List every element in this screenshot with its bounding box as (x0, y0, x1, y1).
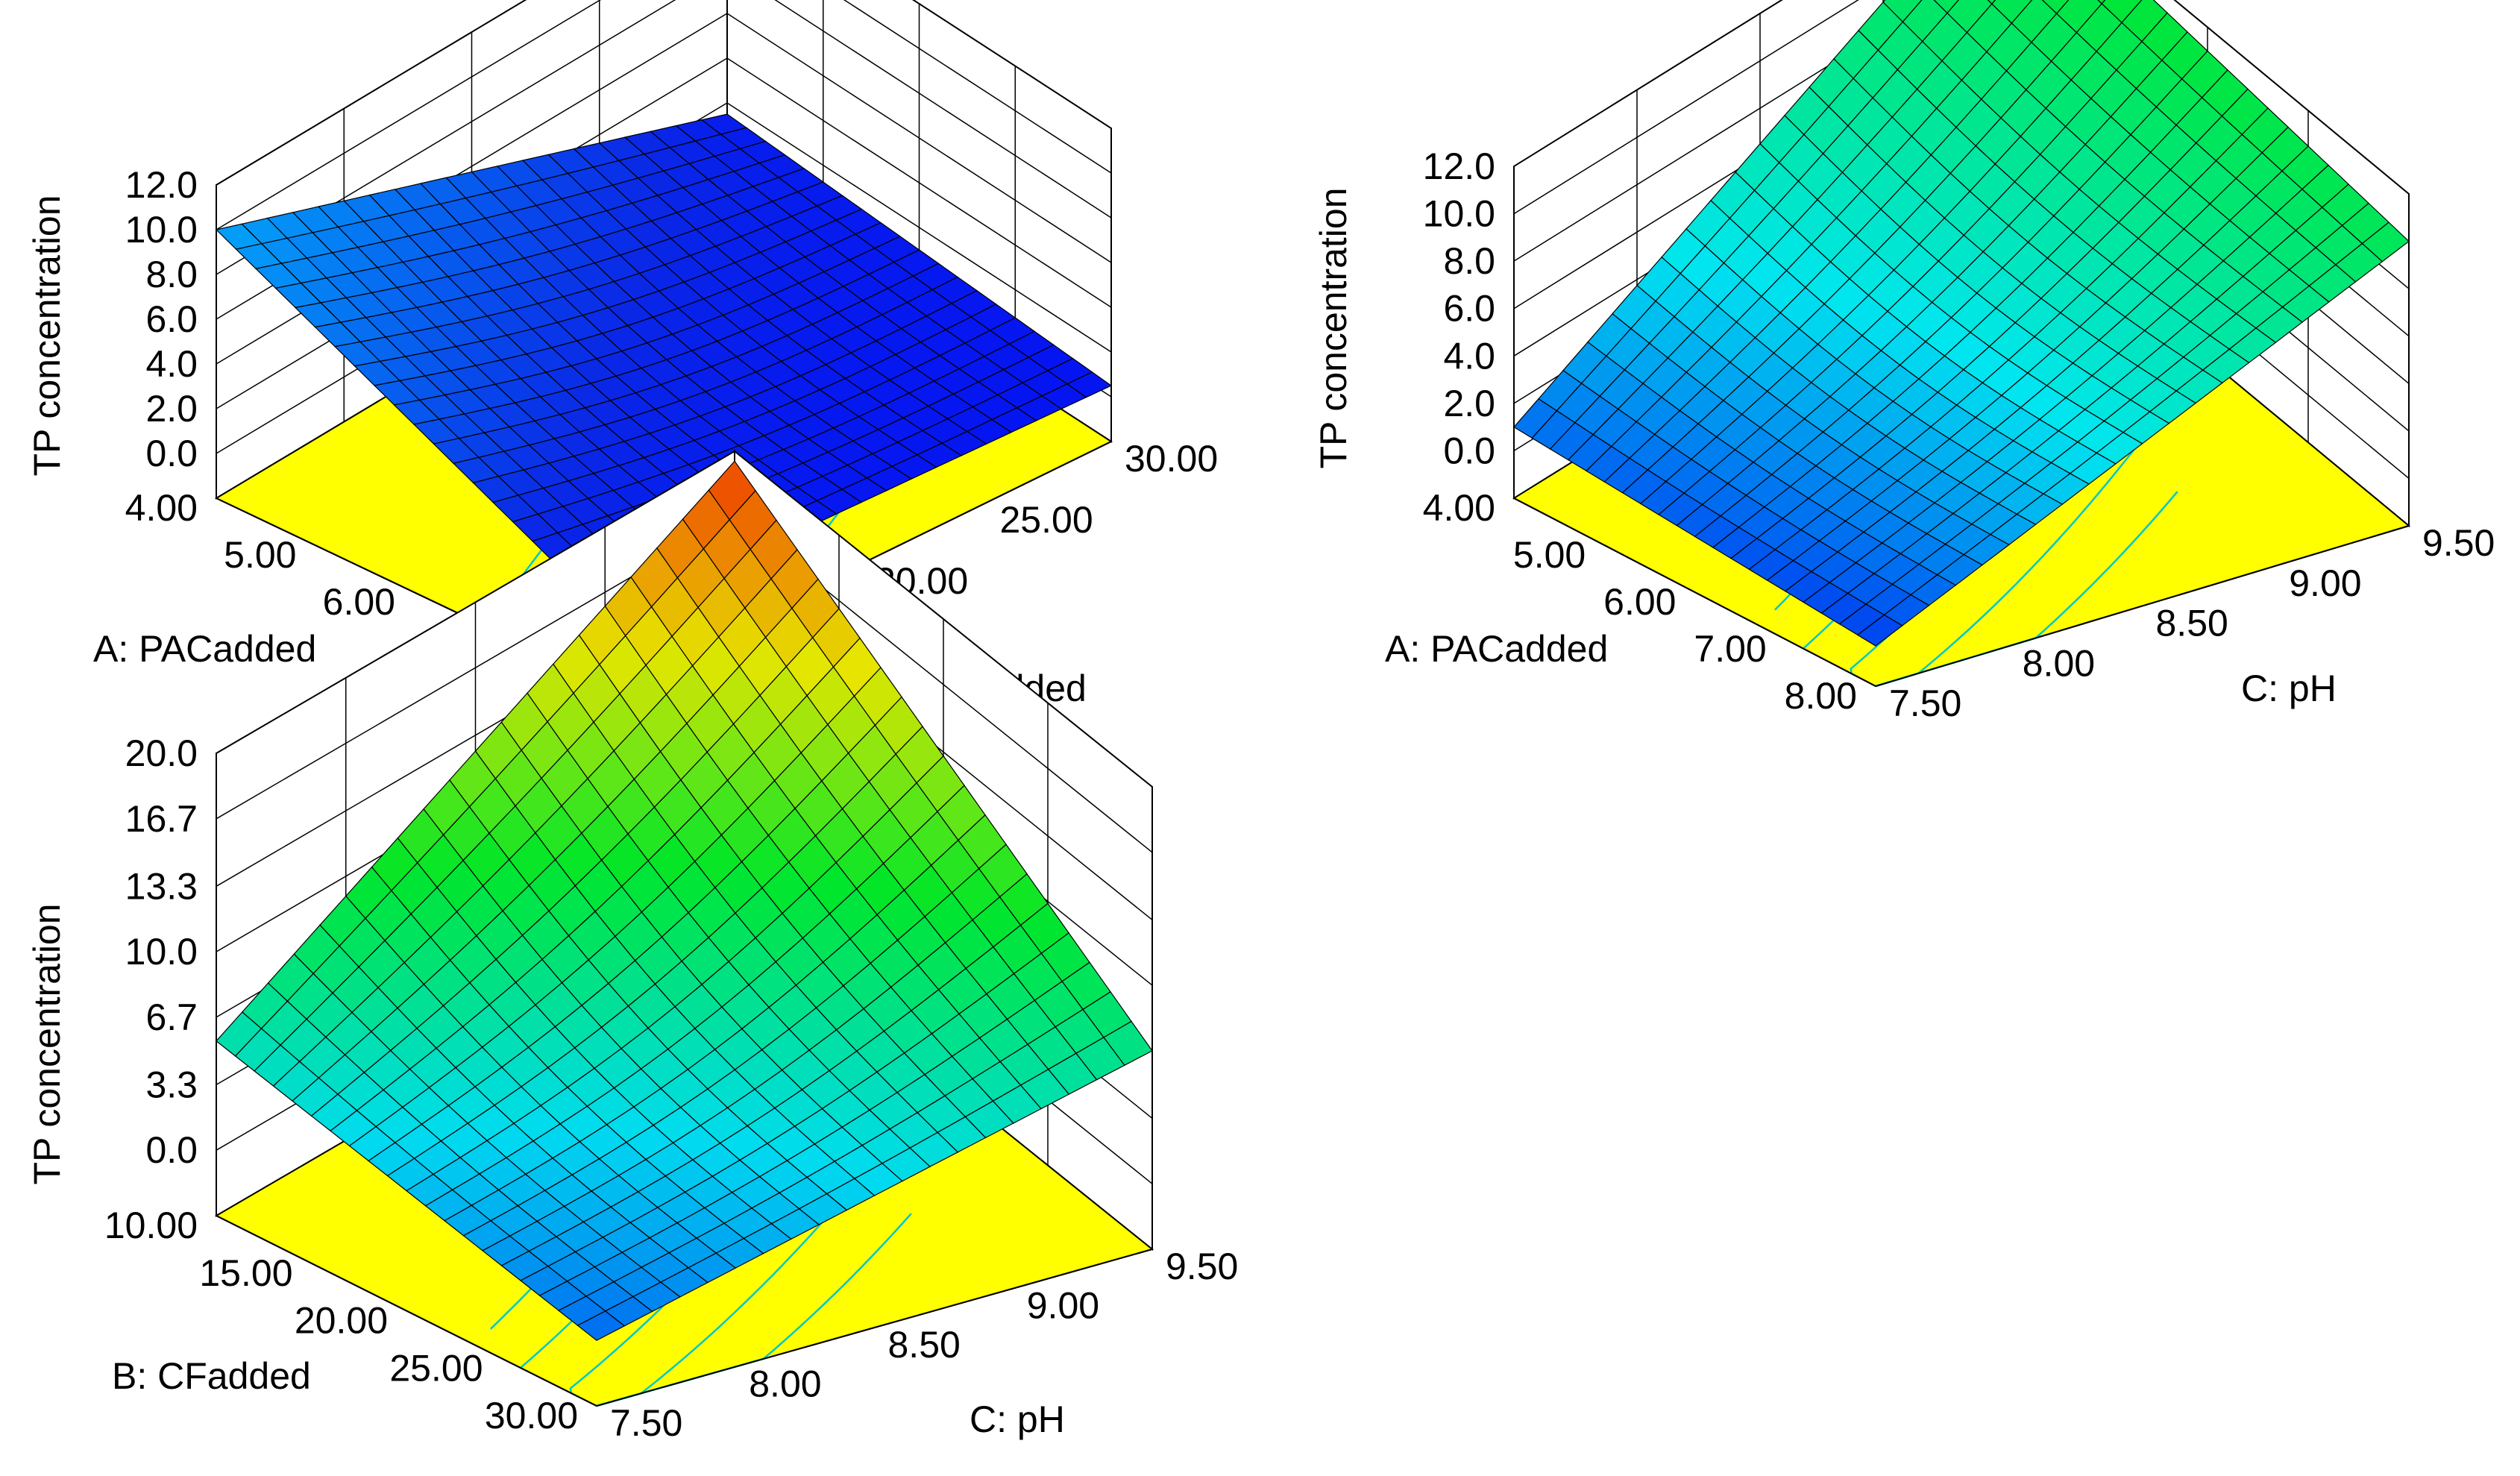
y-tick-label: 8.00 (749, 1363, 821, 1405)
z-tick-label: 13.3 (125, 865, 198, 907)
z-tick-label: 2.0 (145, 388, 198, 430)
z-tick-label: 6.0 (1443, 288, 1495, 330)
z-tick-label: 10.0 (1423, 193, 1495, 235)
surface-plot-pac-vs-ph: 4.00 5.00 6.00 7.00 8.00 7.50 8.00 8.50 9.00 9.50… (1313, 0, 2495, 724)
y-tick-label: 9.50 (1166, 1246, 1238, 1287)
z-tick-label: 6.7 (145, 996, 198, 1038)
surface-cell (215, 223, 263, 250)
x-tick-label: 10.00 (104, 1205, 198, 1246)
response-surface-mesh (1513, 0, 2410, 647)
x-axis-label: A: PACadded (93, 628, 316, 670)
z-tick-label: 4.0 (145, 343, 198, 385)
x-tick-label: 20.00 (295, 1300, 388, 1342)
y-tick-label: 7.50 (1889, 682, 1961, 724)
x-tick-label: 6.00 (1603, 581, 1676, 623)
y-tick-label: 7.50 (610, 1402, 682, 1444)
surface-cell (1513, 398, 1558, 439)
x-tick-label: 4.00 (1423, 487, 1495, 529)
z-tick-label: 8.0 (1443, 240, 1495, 282)
y-tick-label: 9.00 (1027, 1285, 1099, 1327)
x-tick-label: 5.00 (1513, 534, 1586, 576)
frame-edge (216, 1215, 597, 1407)
x-tick-label: 7.00 (1694, 628, 1766, 670)
z-tick-label: 10.0 (125, 209, 198, 251)
x-tick-label: 4.00 (125, 487, 198, 529)
z-tick-label: 20.0 (125, 732, 198, 774)
z-tick-label: 2.0 (1443, 383, 1495, 424)
x-tick-label: 15.00 (199, 1252, 292, 1294)
z-axis-label: TP concentration (26, 195, 68, 476)
axis-box-frame (216, 753, 1153, 1407)
wall-gridline (216, 450, 1153, 788)
z-tick-label: 8.0 (145, 254, 198, 295)
z-tick-label: 0.0 (145, 433, 198, 474)
surface-cell (1987, 0, 1996, 5)
x-tick-label: 30.00 (485, 1395, 578, 1436)
z-axis-label: TP concentration (26, 903, 68, 1184)
axis-box-frame (1513, 166, 2410, 687)
z-tick-label: 0.0 (1443, 430, 1495, 471)
z-tick-label: 0.0 (145, 1129, 198, 1171)
z-tick-label: 4.0 (1443, 335, 1495, 377)
y-tick-label: 8.00 (2023, 642, 2095, 684)
response-surface-mesh (216, 460, 1153, 1341)
floor-contour-line (1875, 436, 2146, 688)
frame-edge (1875, 525, 2410, 687)
x-tick-label: 6.00 (323, 581, 395, 623)
y-tick-label: 30.00 (1125, 438, 1218, 480)
axis-ticks: 4.00 5.00 6.00 7.00 8.00 7.50 8.00 8.50 9.00 9.50… (1423, 145, 2495, 724)
wall-gridline (216, 0, 1112, 275)
z-tick-label: 10.0 (125, 931, 198, 973)
frame-edge (596, 1249, 1153, 1407)
wall-gridline (216, 0, 1112, 186)
z-axis-label: TP concentration (1313, 187, 1354, 468)
z-tick-label: 12.0 (1423, 145, 1495, 187)
z-tick-label: 16.7 (125, 798, 198, 840)
y-tick-label: 9.00 (2289, 562, 2361, 604)
y-axis-label: C: pH (2241, 668, 2337, 709)
y-tick-label: 9.50 (2422, 522, 2495, 564)
y-tick-label: 8.50 (888, 1324, 961, 1366)
x-axis-label: B: CFadded (112, 1355, 311, 1397)
z-tick-label: 6.0 (145, 298, 198, 340)
z-tick-label: 12.0 (125, 164, 198, 206)
z-tick-label: 3.3 (145, 1064, 198, 1105)
y-tick-label: 8.50 (2156, 603, 2228, 644)
frame-edge (1513, 497, 1876, 687)
surface-cell (2097, 0, 2106, 4)
x-axis-label: A: PACadded (1385, 628, 1608, 670)
surface-cell (216, 1011, 263, 1057)
x-tick-label: 25.00 (389, 1347, 483, 1389)
wall-gridline (216, 0, 1112, 230)
x-tick-label: 8.00 (1785, 675, 1857, 717)
y-axis-label: C: pH (970, 1398, 1065, 1440)
y-tick-label: 25.00 (1000, 499, 1093, 541)
x-tick-label: 5.00 (224, 534, 296, 576)
wall-gridline (1513, 0, 2410, 195)
